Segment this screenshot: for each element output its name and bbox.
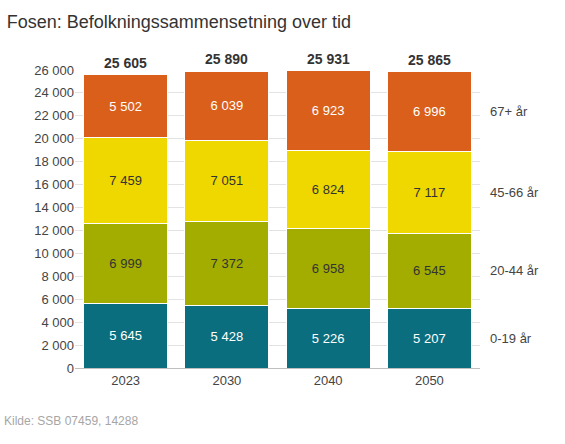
svg-text:5 207: 5 207	[413, 331, 446, 346]
svg-text:4 000: 4 000	[41, 315, 74, 330]
svg-text:7 372: 7 372	[211, 256, 244, 271]
svg-text:5 428: 5 428	[211, 329, 244, 344]
svg-text:7 117: 7 117	[414, 185, 446, 200]
svg-text:20 000: 20 000	[34, 131, 74, 146]
svg-text:25 931: 25 931	[307, 51, 350, 67]
svg-text:14 000: 14 000	[34, 200, 74, 215]
svg-text:2023: 2023	[111, 373, 140, 388]
svg-text:6 039: 6 039	[211, 98, 244, 113]
svg-text:22 000: 22 000	[34, 108, 74, 123]
svg-text:2 000: 2 000	[41, 338, 74, 353]
svg-text:2040: 2040	[314, 373, 343, 388]
svg-text:7 051: 7 051	[211, 173, 244, 188]
svg-text:7 459: 7 459	[109, 173, 142, 188]
svg-text:45-66 år: 45-66 år	[490, 185, 539, 200]
svg-text:6 000: 6 000	[41, 292, 74, 307]
svg-text:25 865: 25 865	[408, 52, 451, 68]
svg-text:25 890: 25 890	[205, 51, 248, 67]
svg-text:26 000: 26 000	[34, 63, 74, 78]
svg-text:6 958: 6 958	[312, 261, 345, 276]
svg-text:16 000: 16 000	[34, 177, 74, 192]
svg-text:Fosen: Befolkningssammensetnin: Fosen: Befolkningssammensetning over tid	[7, 12, 351, 32]
svg-text:Kilde: SSB 07459, 14288: Kilde: SSB 07459, 14288	[4, 414, 138, 428]
svg-text:10 000: 10 000	[34, 246, 74, 261]
svg-text:25 605: 25 605	[104, 55, 147, 71]
svg-text:24 000: 24 000	[34, 85, 74, 100]
svg-text:6 999: 6 999	[109, 256, 142, 271]
svg-text:5 645: 5 645	[109, 328, 142, 343]
svg-text:0: 0	[67, 361, 74, 376]
svg-text:12 000: 12 000	[34, 223, 74, 238]
svg-text:5 502: 5 502	[109, 99, 142, 114]
svg-text:67+ år: 67+ år	[490, 104, 528, 119]
svg-text:2030: 2030	[212, 373, 241, 388]
svg-text:6 996: 6 996	[413, 104, 446, 119]
svg-text:18 000: 18 000	[34, 154, 74, 169]
svg-text:5 226: 5 226	[312, 331, 345, 346]
svg-text:6 545: 6 545	[413, 263, 446, 278]
svg-text:0-19 år: 0-19 år	[490, 331, 532, 346]
svg-text:20-44 år: 20-44 år	[490, 263, 539, 278]
svg-text:2050: 2050	[415, 373, 444, 388]
svg-text:6 824: 6 824	[312, 182, 345, 197]
svg-text:8 000: 8 000	[41, 269, 74, 284]
svg-text:6 923: 6 923	[312, 103, 345, 118]
